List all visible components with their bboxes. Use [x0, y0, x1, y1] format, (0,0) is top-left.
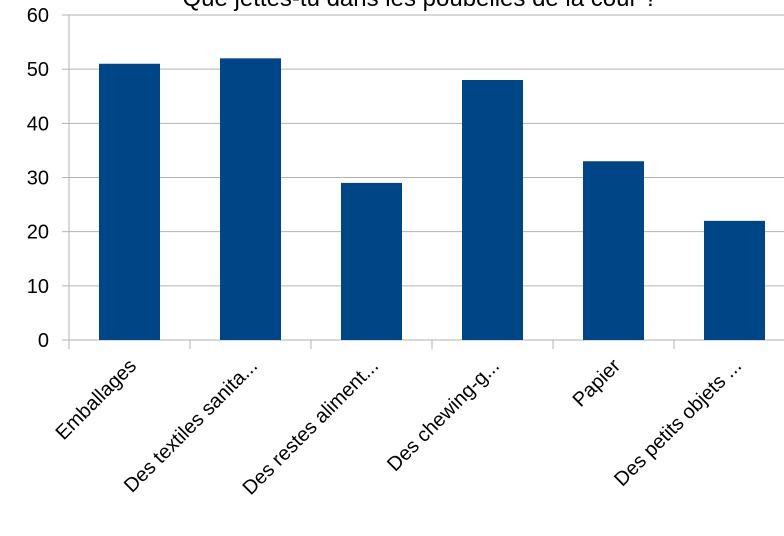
x-tick-label: Emballages	[52, 355, 141, 444]
bar-5	[583, 161, 644, 340]
gridlines	[69, 14, 784, 341]
y-tick-label: 20	[27, 222, 49, 244]
axes	[62, 14, 675, 349]
y-tick-labels: 0 10 20 30 40 50 60	[27, 5, 49, 352]
bar-2	[220, 58, 281, 340]
bar-6	[704, 220, 765, 340]
x-tick-label: Des restes aliment...	[239, 355, 383, 499]
x-tick-label: Des chewing-g...	[383, 355, 504, 476]
bar-3	[341, 182, 402, 340]
x-tick-label: Des petits objets ...	[610, 355, 746, 491]
chart-title: Que jettes-tu dans les poubelles de la c…	[183, 0, 658, 12]
y-tick-label: 40	[27, 113, 49, 135]
y-tick-label: 50	[27, 59, 49, 81]
y-tick-label: 10	[27, 276, 49, 298]
bar-4	[462, 80, 523, 340]
bars	[99, 58, 765, 340]
y-tick-label: 0	[38, 330, 49, 352]
x-tick-label: Papier	[569, 355, 626, 412]
bar-1	[99, 63, 160, 340]
y-tick-label: 30	[27, 168, 49, 190]
y-tick-label: 60	[27, 5, 49, 27]
x-tick-label: Des textiles sanita...	[120, 355, 262, 497]
